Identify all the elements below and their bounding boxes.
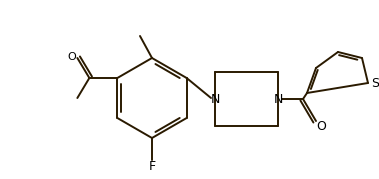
Text: O: O	[316, 120, 326, 132]
Text: N: N	[210, 93, 220, 105]
Text: S: S	[371, 76, 379, 90]
Text: O: O	[67, 52, 76, 62]
Text: N: N	[273, 93, 283, 105]
Text: F: F	[149, 161, 155, 173]
